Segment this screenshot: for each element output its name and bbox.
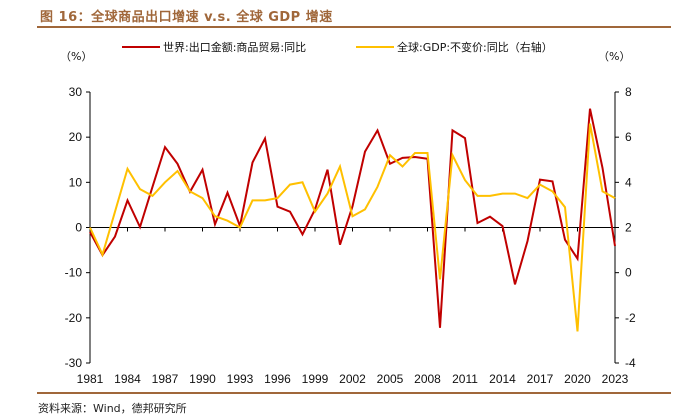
x-tick-label: 2005 [377,372,404,386]
x-tick-label: 2017 [527,372,554,386]
right-axis-unit-label: （%） [598,50,630,63]
legend-label-exports: 世界:出口金额:商品贸易:同比 [163,40,306,54]
title-divider [37,26,671,28]
x-tick-label: 1987 [152,372,179,386]
x-tick-label: 1996 [264,372,291,386]
right-y-tick-label: 6 [625,130,632,144]
left-y-tick-label: 0 [75,221,82,235]
x-tick-label: 1984 [114,372,141,386]
left-y-tick-label: 30 [69,85,83,99]
footer-divider [37,392,671,394]
x-tick-label: 2011 [452,372,478,386]
legend: 世界:出口金额:商品贸易:同比 全球:GDP:不变价:同比（右轴） [122,40,553,54]
left-y-tick-label: -10 [65,266,83,280]
figure-title: 图 16：全球商品出口增速 v.s. 全球 GDP 增速 [40,10,333,25]
x-tick-label: 1999 [302,372,329,386]
left-y-tick-label: -20 [65,311,83,325]
right-y-tick-label: 0 [625,266,632,280]
series [89,108,616,332]
left-y-tick-label: 10 [69,175,83,189]
x-tick-label: 1990 [189,372,216,386]
left-y-tick-label: -30 [65,356,83,370]
source-note: 资料来源：Wind，德邦研究所 [38,402,187,415]
x-tick-label: 2014 [489,372,516,386]
series-line-global-gdp [89,123,616,332]
right-y-tick-label: -4 [625,356,636,370]
x-tick-label: 2020 [564,372,591,386]
right-y-tick-label: 4 [625,175,632,189]
legend-label-gdp: 全球:GDP:不变价:同比（右轴） [397,40,553,54]
left-axis-unit-label: （%） [60,50,92,63]
x-tick-label: 1993 [227,372,254,386]
x-tick-label: 1981 [77,372,104,386]
right-y-tick-label: -2 [625,311,636,325]
x-tick-label: 2002 [339,372,366,386]
right-y-tick-label: 2 [625,221,632,235]
series-line-world-exports [89,108,616,328]
right-y-tick-label: 8 [625,85,632,99]
x-tick-label: 2008 [414,372,441,386]
x-tick-label: 2023 [602,372,629,386]
left-y-tick-label: 20 [69,130,83,144]
